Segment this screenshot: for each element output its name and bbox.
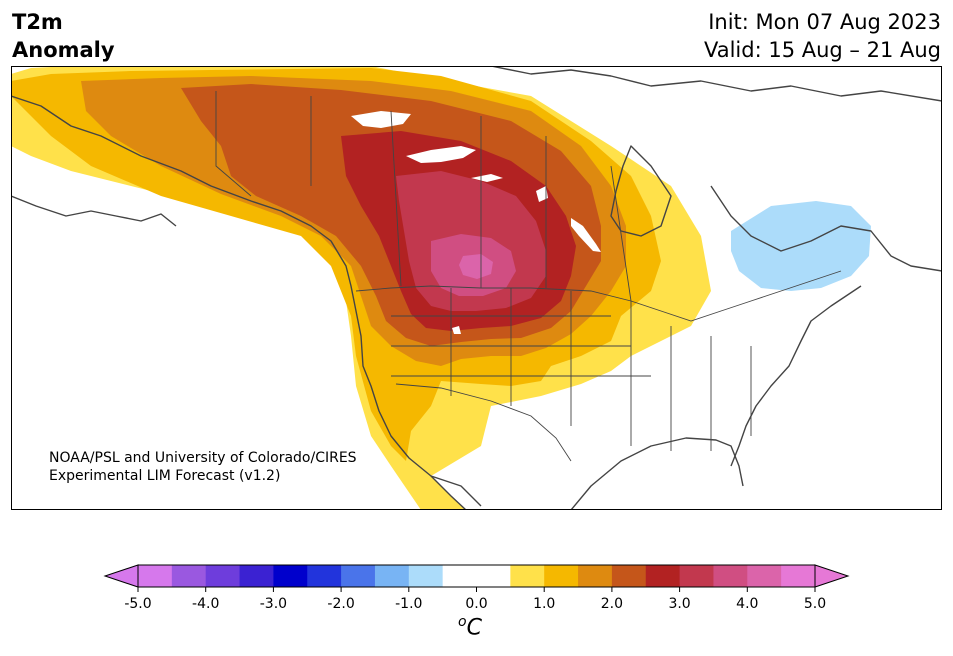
colorbar-cell <box>341 565 376 587</box>
colorbar-cells <box>103 564 850 588</box>
colorbar-tick-label: -5.0 <box>124 596 151 612</box>
unit-superscript: o <box>458 614 467 630</box>
borders <box>215 91 842 462</box>
colorbar-cell <box>374 565 410 587</box>
gulf-coast <box>570 437 744 510</box>
title-line-1: T2m <box>12 10 63 34</box>
colorbar-tick-label: 0.0 <box>465 596 487 612</box>
colorbar-tick-label: 5.0 <box>804 596 826 612</box>
arctic-islands <box>490 66 942 102</box>
colorbar-cell <box>442 565 477 587</box>
colorbar-cell <box>611 565 647 587</box>
colorbar-cell <box>679 565 714 587</box>
east-coast <box>730 285 862 467</box>
credit-text: NOAA/PSL and University of Colorado/CIRE… <box>49 449 357 485</box>
colorbar-tick-label: -1.0 <box>395 596 422 612</box>
colorbar-tick-label: 1.0 <box>533 596 555 612</box>
canada-us-border <box>355 270 842 322</box>
colorbar-cell <box>510 565 545 587</box>
colorbar: -5.0 -4.0 -3.0 -2.0 -1.0 0.0 1.0 2.0 3.0 4.0 5.0 <box>103 564 850 612</box>
lakes <box>351 111 601 334</box>
colorbar-cell <box>645 565 681 587</box>
anomaly-map <box>11 66 942 510</box>
forecast-dates: Init: Mon 07 Aug 2023 Valid: 15 Aug – 21… <box>704 8 941 64</box>
great-slave-lake <box>406 146 476 163</box>
colorbar-cell <box>578 565 613 587</box>
credit-line-1: NOAA/PSL and University of Colorado/CIRE… <box>49 450 357 466</box>
colorbar-cell <box>239 565 274 587</box>
colorbar-unit: oC <box>458 614 482 640</box>
colorbar-ticks: -5.0 -4.0 -3.0 -2.0 -1.0 0.0 1.0 2.0 3.0 4.0 5.0 <box>124 587 826 612</box>
init-date: Init: Mon 07 Aug 2023 <box>708 10 941 34</box>
colorbar-tick-label: -2.0 <box>327 596 354 612</box>
alaska-canada-border <box>215 91 252 197</box>
warm-anomaly-contours <box>11 66 711 510</box>
colorbar-cell <box>544 565 579 587</box>
colorbar-cell <box>747 565 782 587</box>
colorbar-cell <box>408 565 444 587</box>
colorbar-cell <box>205 565 241 587</box>
colorbar-cell <box>138 565 173 587</box>
credit-line-2: Experimental LIM Forecast (v1.2) <box>49 468 281 484</box>
canada-provinces <box>310 96 632 302</box>
great-salt-lake <box>452 326 461 334</box>
map-title: T2m Anomaly <box>12 8 115 64</box>
colorbar-tick-label: -3.0 <box>260 596 287 612</box>
colorbar-tick-label: -4.0 <box>192 596 219 612</box>
great-bear-lake <box>351 111 411 128</box>
alaska-west-coast <box>11 195 177 227</box>
title-line-2: Anomaly <box>12 38 115 62</box>
colorbar-over-extension <box>814 564 850 588</box>
reindeer-lake <box>536 186 548 202</box>
colorbar-cell <box>273 565 308 587</box>
lake-athabasca <box>471 174 503 182</box>
unit-label: C <box>466 615 482 641</box>
colorbar-under-extension <box>103 564 139 588</box>
colorbar-cell <box>171 565 207 587</box>
alaska-coast <box>11 95 467 510</box>
lake-winnipeg <box>571 218 601 252</box>
coastlines <box>11 66 942 510</box>
cool-anomaly-region <box>731 201 871 291</box>
labrador-coast <box>710 185 942 272</box>
valid-date: Valid: 15 Aug – 21 Aug <box>703 38 941 62</box>
colorbar-tick-label: 3.0 <box>668 596 690 612</box>
us-states <box>391 288 752 451</box>
colorbar-tick-label: 4.0 <box>736 596 758 612</box>
map-frame <box>11 66 942 510</box>
colorbar-cell <box>307 565 342 587</box>
colorbar-cell <box>476 565 511 587</box>
mexico-west <box>430 475 482 507</box>
colorbar-cell <box>781 565 816 587</box>
hudson-bay <box>610 145 672 237</box>
colorbar-cell <box>713 565 748 587</box>
us-mexico-border <box>395 383 572 462</box>
colorbar-tick-label: 2.0 <box>601 596 623 612</box>
anomaly-level-8 <box>459 254 493 279</box>
